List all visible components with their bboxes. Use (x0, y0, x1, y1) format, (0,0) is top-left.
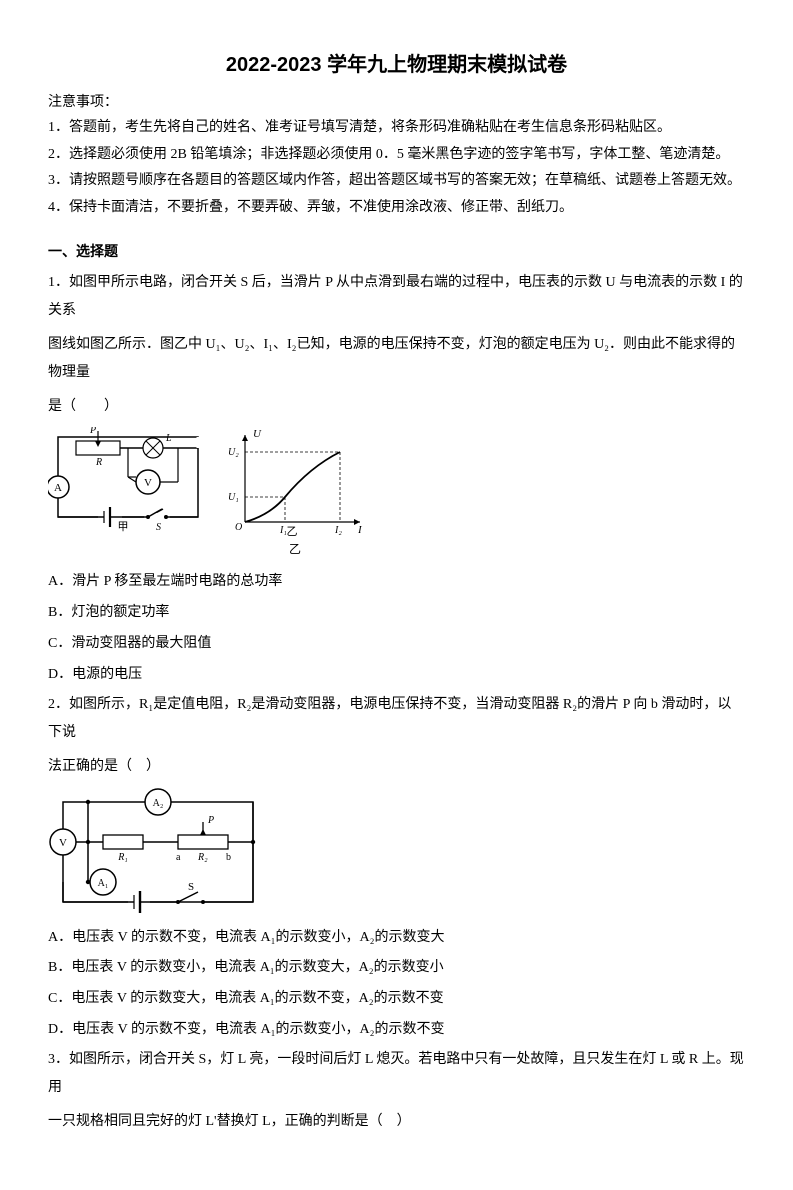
q2-option-c: C．电压表 V 的示数变大，电流表 A₁的示数不变，A₂的示数不变 (48, 984, 745, 1015)
svg-text:甲: 甲 (118, 521, 129, 533)
q1-option-a: A．滑片 P 移至最左端时电路的总功率 (48, 567, 745, 598)
q2-line2: 法正确的是（ ） (48, 753, 745, 781)
svg-text:A: A (54, 482, 62, 494)
q1-graph-figure: U I O U₁ U₂ I₁ I₂ 乙 乙 (220, 427, 370, 561)
svg-text:A₂: A₂ (153, 798, 164, 809)
notice-item: 1．答题前，考生先将自己的姓名、准考证号填写清楚，将条形码准确粘贴在考生信息条形… (48, 115, 745, 142)
q1-graph-svg: U I O U₁ U₂ I₁ I₂ 乙 (220, 427, 370, 537)
svg-text:I₂: I₂ (334, 525, 342, 536)
svg-text:b: b (226, 852, 231, 863)
q1-option-c: C．滑动变阻器的最大阻值 (48, 629, 745, 660)
q1-line2: 图线如图乙所示．图乙中 U₁、U₂、I₁、I₂已知，电源的电压保持不变，灯泡的额… (48, 331, 745, 387)
svg-text:O: O (235, 522, 242, 533)
svg-text:P: P (207, 815, 214, 826)
svg-text:乙: 乙 (287, 525, 298, 537)
svg-text:S: S (156, 522, 161, 533)
svg-text:R₂: R₂ (197, 852, 208, 863)
svg-text:L: L (165, 433, 172, 444)
svg-text:a: a (176, 852, 181, 863)
notice-label: 注意事项： (48, 91, 745, 111)
notice-item: 3．请按照题号顺序在各题目的答题区域内作答，超出答题区域书写的答案无效；在草稿纸… (48, 168, 745, 195)
svg-text:R: R (95, 457, 102, 468)
q1-line1: 1．如图甲所示电路，闭合开关 S 后，当滑片 P 从中点滑到最右端的过程中，电压… (48, 269, 745, 325)
question-2: 2．如图所示，R₁是定值电阻，R₂是滑动变阻器，电源电压保持不变，当滑动变阻器 … (48, 691, 745, 1046)
q1-line3: 是（ ） (48, 393, 745, 421)
question-3: 3．如图所示，闭合开关 S，灯 L 亮，一段时间后灯 L 熄灭。若电路中只有一处… (48, 1046, 745, 1136)
q2-option-d: D．电压表 V 的示数不变，电流表 A₁的示数变小，A₂的示数不变 (48, 1015, 745, 1046)
q1-circuit-figure: A P R L V (48, 427, 208, 537)
section-1-title: 一、选择题 (48, 241, 745, 261)
q1-option-b: B．灯泡的额定功率 (48, 598, 745, 629)
q1-figures: A P R L V (48, 427, 745, 561)
q2-option-a: A．电压表 V 的示数不变，电流表 A₁的示数变小，A₂的示数变大 (48, 923, 745, 954)
q2-option-b: B．电压表 V 的示数变小，电流表 A₁的示数变大，A₂的示数变小 (48, 953, 745, 984)
svg-text:P: P (89, 427, 96, 436)
q2-figure: V A₂ R₁ P a (48, 787, 745, 917)
q3-line1: 3．如图所示，闭合开关 S，灯 L 亮，一段时间后灯 L 熄灭。若电路中只有一处… (48, 1046, 745, 1102)
q2-circuit-svg: V A₂ R₁ P a (48, 787, 268, 917)
svg-text:U: U (253, 428, 262, 440)
svg-text:S: S (188, 881, 194, 893)
q1-option-d: D．电源的电压 (48, 660, 745, 691)
q1-circuit-svg: A P R L V (48, 427, 208, 537)
svg-text:A₁: A₁ (98, 878, 109, 889)
notice-list: 1．答题前，考生先将自己的姓名、准考证号填写清楚，将条形码准确粘贴在考生信息条形… (48, 115, 745, 221)
svg-text:V: V (59, 837, 67, 849)
q1-graph-label: 乙 (220, 537, 370, 561)
svg-text:R₁: R₁ (117, 852, 128, 863)
page-title: 2022-2023 学年九上物理期末模拟试卷 (48, 48, 745, 77)
svg-text:V: V (144, 477, 152, 489)
svg-text:U₁: U₁ (228, 492, 239, 503)
question-1: 1．如图甲所示电路，闭合开关 S 后，当滑片 P 从中点滑到最右端的过程中，电压… (48, 269, 745, 690)
svg-text:I: I (357, 524, 363, 536)
notice-item: 2．选择题必须使用 2B 铅笔填涂；非选择题必须使用 0．5 毫米黑色字迹的签字… (48, 142, 745, 169)
svg-text:U₂: U₂ (228, 447, 239, 458)
q2-line1: 2．如图所示，R₁是定值电阻，R₂是滑动变阻器，电源电压保持不变，当滑动变阻器 … (48, 691, 745, 747)
notice-item: 4．保持卡面清洁，不要折叠，不要弄破、弄皱，不准使用涂改液、修正带、刮纸刀。 (48, 195, 745, 222)
